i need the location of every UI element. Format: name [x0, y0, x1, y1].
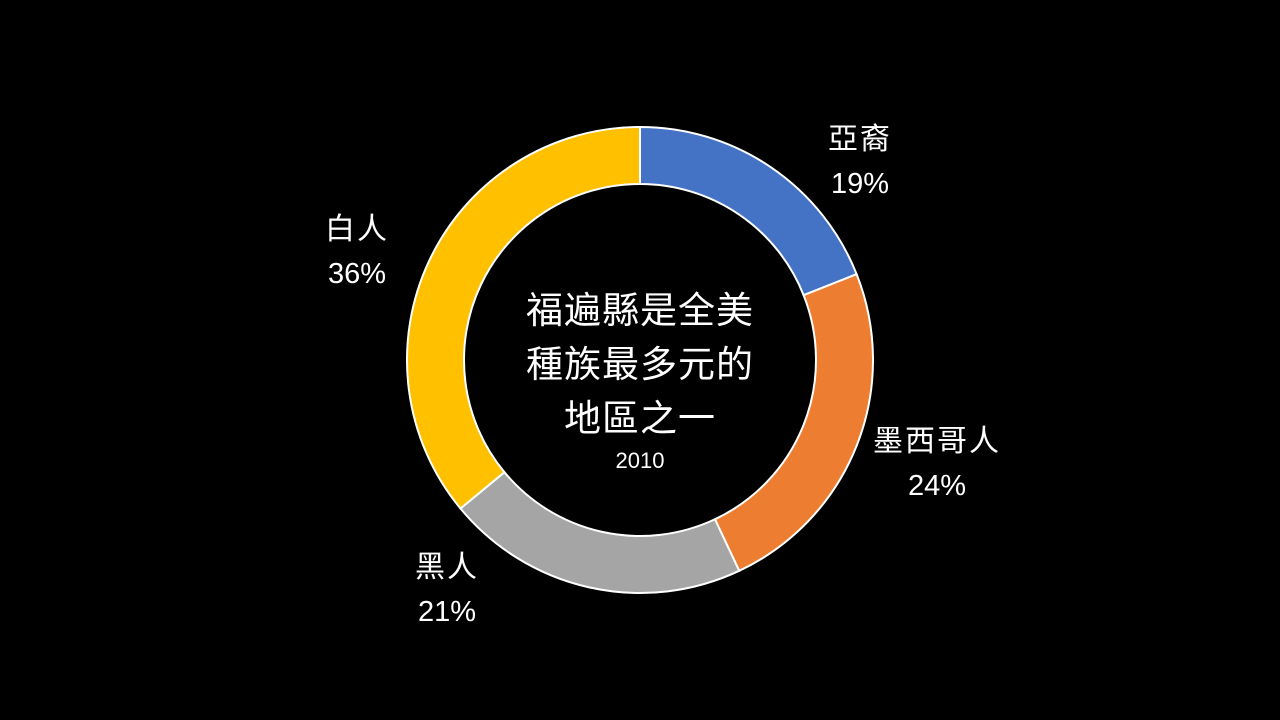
data-label-white: 白人 36%	[302, 208, 412, 296]
center-year: 2010	[615, 448, 665, 473]
center-title: 福遍縣是全美 種族最多元的 地區之一	[490, 284, 790, 446]
data-label-percent: 24%	[907, 470, 967, 502]
data-label-category: 亞裔	[828, 122, 892, 157]
data-label-category: 墨西哥人	[873, 424, 1001, 459]
data-label-percent: 21%	[417, 596, 477, 628]
slice-white	[406, 125, 641, 510]
data-label-percent: 19%	[830, 168, 890, 200]
data-label-asian: 亞裔 19%	[805, 118, 915, 206]
data-label-category: 黑人	[415, 550, 479, 585]
data-label-black: 黑人 21%	[392, 546, 502, 634]
data-label-percent: 36%	[327, 258, 387, 290]
slice-black	[459, 470, 741, 594]
data-label-mexican: 墨西哥人 24%	[855, 420, 1019, 508]
data-label-category: 白人	[325, 212, 389, 247]
center-title-text: 福遍縣是全美 種族最多元的 地區之一	[526, 289, 754, 440]
